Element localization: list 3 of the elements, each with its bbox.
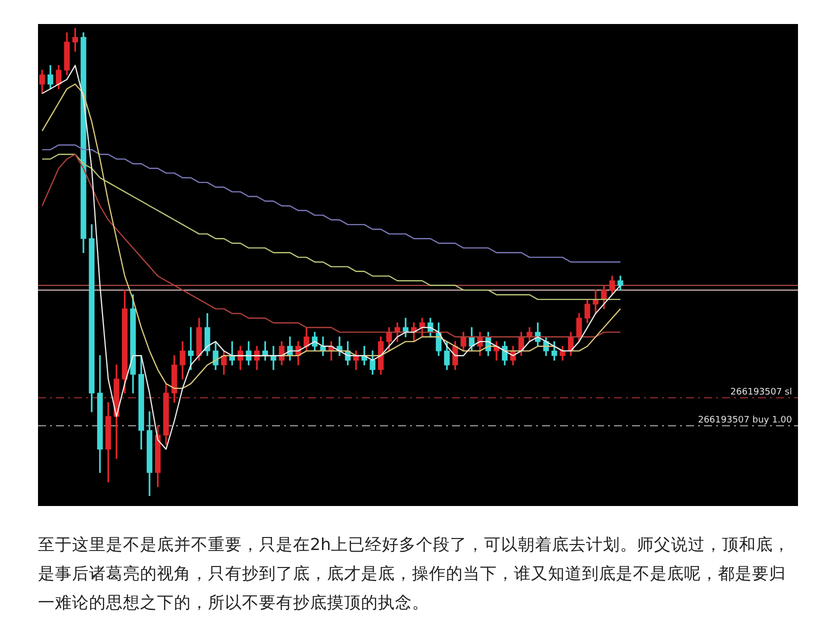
- text: 至于这里是不是底并不重要，只是在2h上已经好多个段了，可以朝着底去计划。师父说过，顶和底，是事后诸葛亮的视角，只有抄到了底，底才是底，操作的当下，谁又知道到底是不是底呢，都是要归一难论的思想之下的，所以不要有抄底摸顶的执念。: [38, 534, 791, 614]
- ref-line-label: 266193507 sl: [730, 388, 792, 398]
- ref-line-label: 266193507 buy 1.00: [698, 416, 792, 426]
